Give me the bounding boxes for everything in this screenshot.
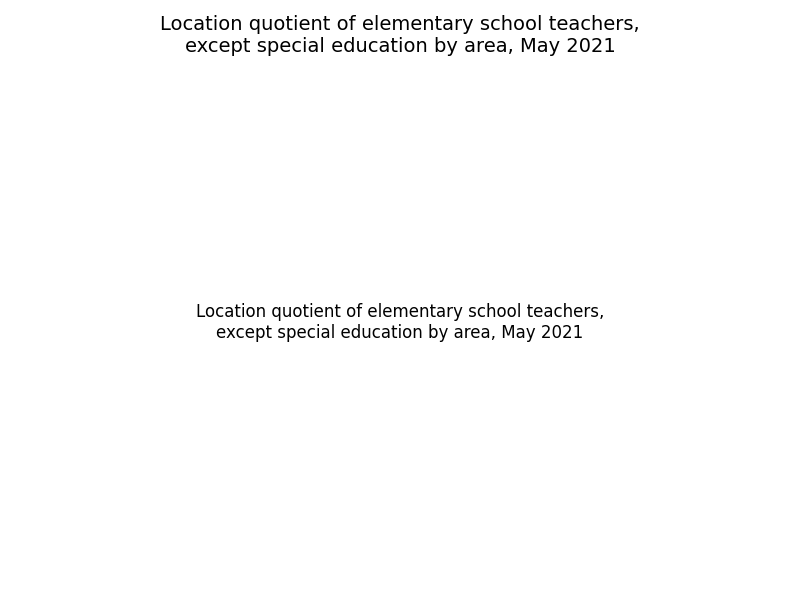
Text: Location quotient of elementary school teachers,
except special education by are: Location quotient of elementary school t… [196, 303, 604, 342]
Title: Location quotient of elementary school teachers,
except special education by are: Location quotient of elementary school t… [160, 15, 640, 56]
